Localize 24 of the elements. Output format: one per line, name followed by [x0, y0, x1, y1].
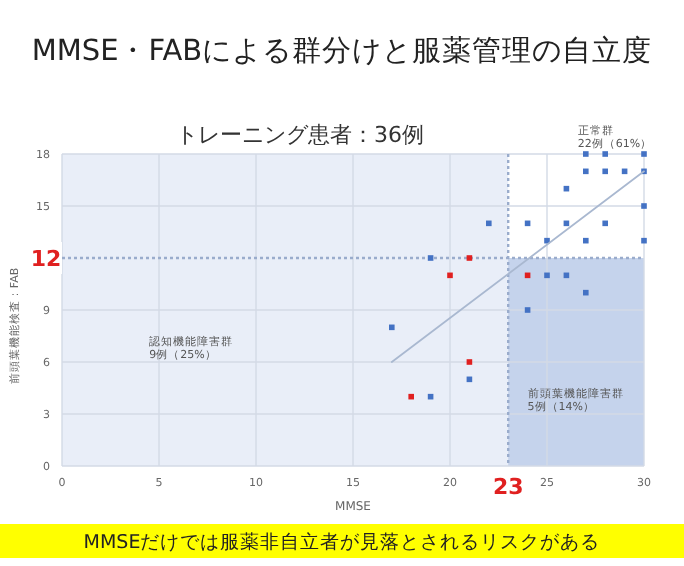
point — [583, 289, 589, 296]
point — [641, 151, 647, 157]
point — [466, 255, 473, 261]
point — [583, 237, 589, 244]
point — [544, 272, 550, 279]
point — [602, 151, 608, 157]
ref-line-label: 12 — [30, 246, 62, 272]
point — [389, 324, 395, 331]
point — [447, 272, 453, 279]
point — [641, 203, 647, 209]
chart-title: MMSE・FABによる群分けと服薬管理の自立度 — [31, 34, 653, 68]
point — [466, 359, 473, 365]
point — [486, 220, 492, 227]
ref-line-label: 23 — [492, 474, 524, 500]
point — [602, 168, 608, 175]
point — [641, 237, 647, 244]
point — [602, 220, 608, 227]
point — [583, 168, 589, 175]
point — [427, 255, 434, 261]
point — [524, 307, 531, 313]
point — [583, 151, 589, 157]
text: MMSEだけでは服薬非自立者が見落とされるリスクがある — [83, 530, 601, 554]
chart-subtitle: トレーニング患者：36例 — [176, 122, 424, 148]
point — [408, 393, 414, 400]
